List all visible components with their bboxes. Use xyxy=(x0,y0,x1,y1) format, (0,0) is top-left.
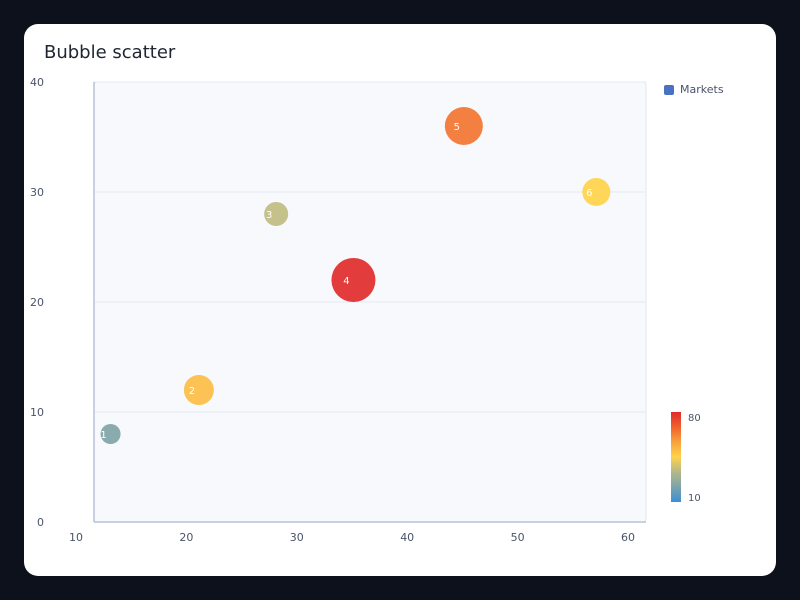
bubble-point xyxy=(331,258,376,302)
chart-title: Bubble scatter xyxy=(44,42,176,63)
x-tick-label: 30 xyxy=(290,531,304,544)
bubble-label: 6 xyxy=(586,188,592,199)
legend: Markets xyxy=(664,83,724,96)
y-tick-label: 40 xyxy=(30,76,44,89)
colorbar-min-label: 10 xyxy=(688,493,701,504)
bubble-point xyxy=(264,202,289,226)
bubble-point xyxy=(444,107,483,145)
bubble-label: 2 xyxy=(189,386,195,397)
bubble-point xyxy=(100,424,121,444)
colorbar-max-label: 80 xyxy=(688,413,701,424)
bubble-point xyxy=(582,178,611,206)
x-tick-label: 20 xyxy=(179,531,193,544)
x-tick-label: 40 xyxy=(400,531,414,544)
x-tick-label: 10 xyxy=(69,531,83,544)
colorbar-scale xyxy=(671,412,681,502)
legend-label: Markets xyxy=(680,83,724,96)
legend-swatch xyxy=(664,84,674,95)
bubble-label: 3 xyxy=(266,210,272,221)
y-tick-label: 10 xyxy=(30,406,44,419)
y-tick-label: 30 xyxy=(30,186,44,199)
y-tick-label: 20 xyxy=(30,296,44,309)
bubble-label: 5 xyxy=(454,122,460,133)
bubble-label: 1 xyxy=(100,430,106,441)
bubble-point xyxy=(183,375,214,405)
x-tick-label: 60 xyxy=(621,531,635,544)
y-tick-label: 0 xyxy=(37,516,44,529)
bubble-label: 4 xyxy=(343,276,349,287)
x-tick-label: 50 xyxy=(511,531,525,544)
